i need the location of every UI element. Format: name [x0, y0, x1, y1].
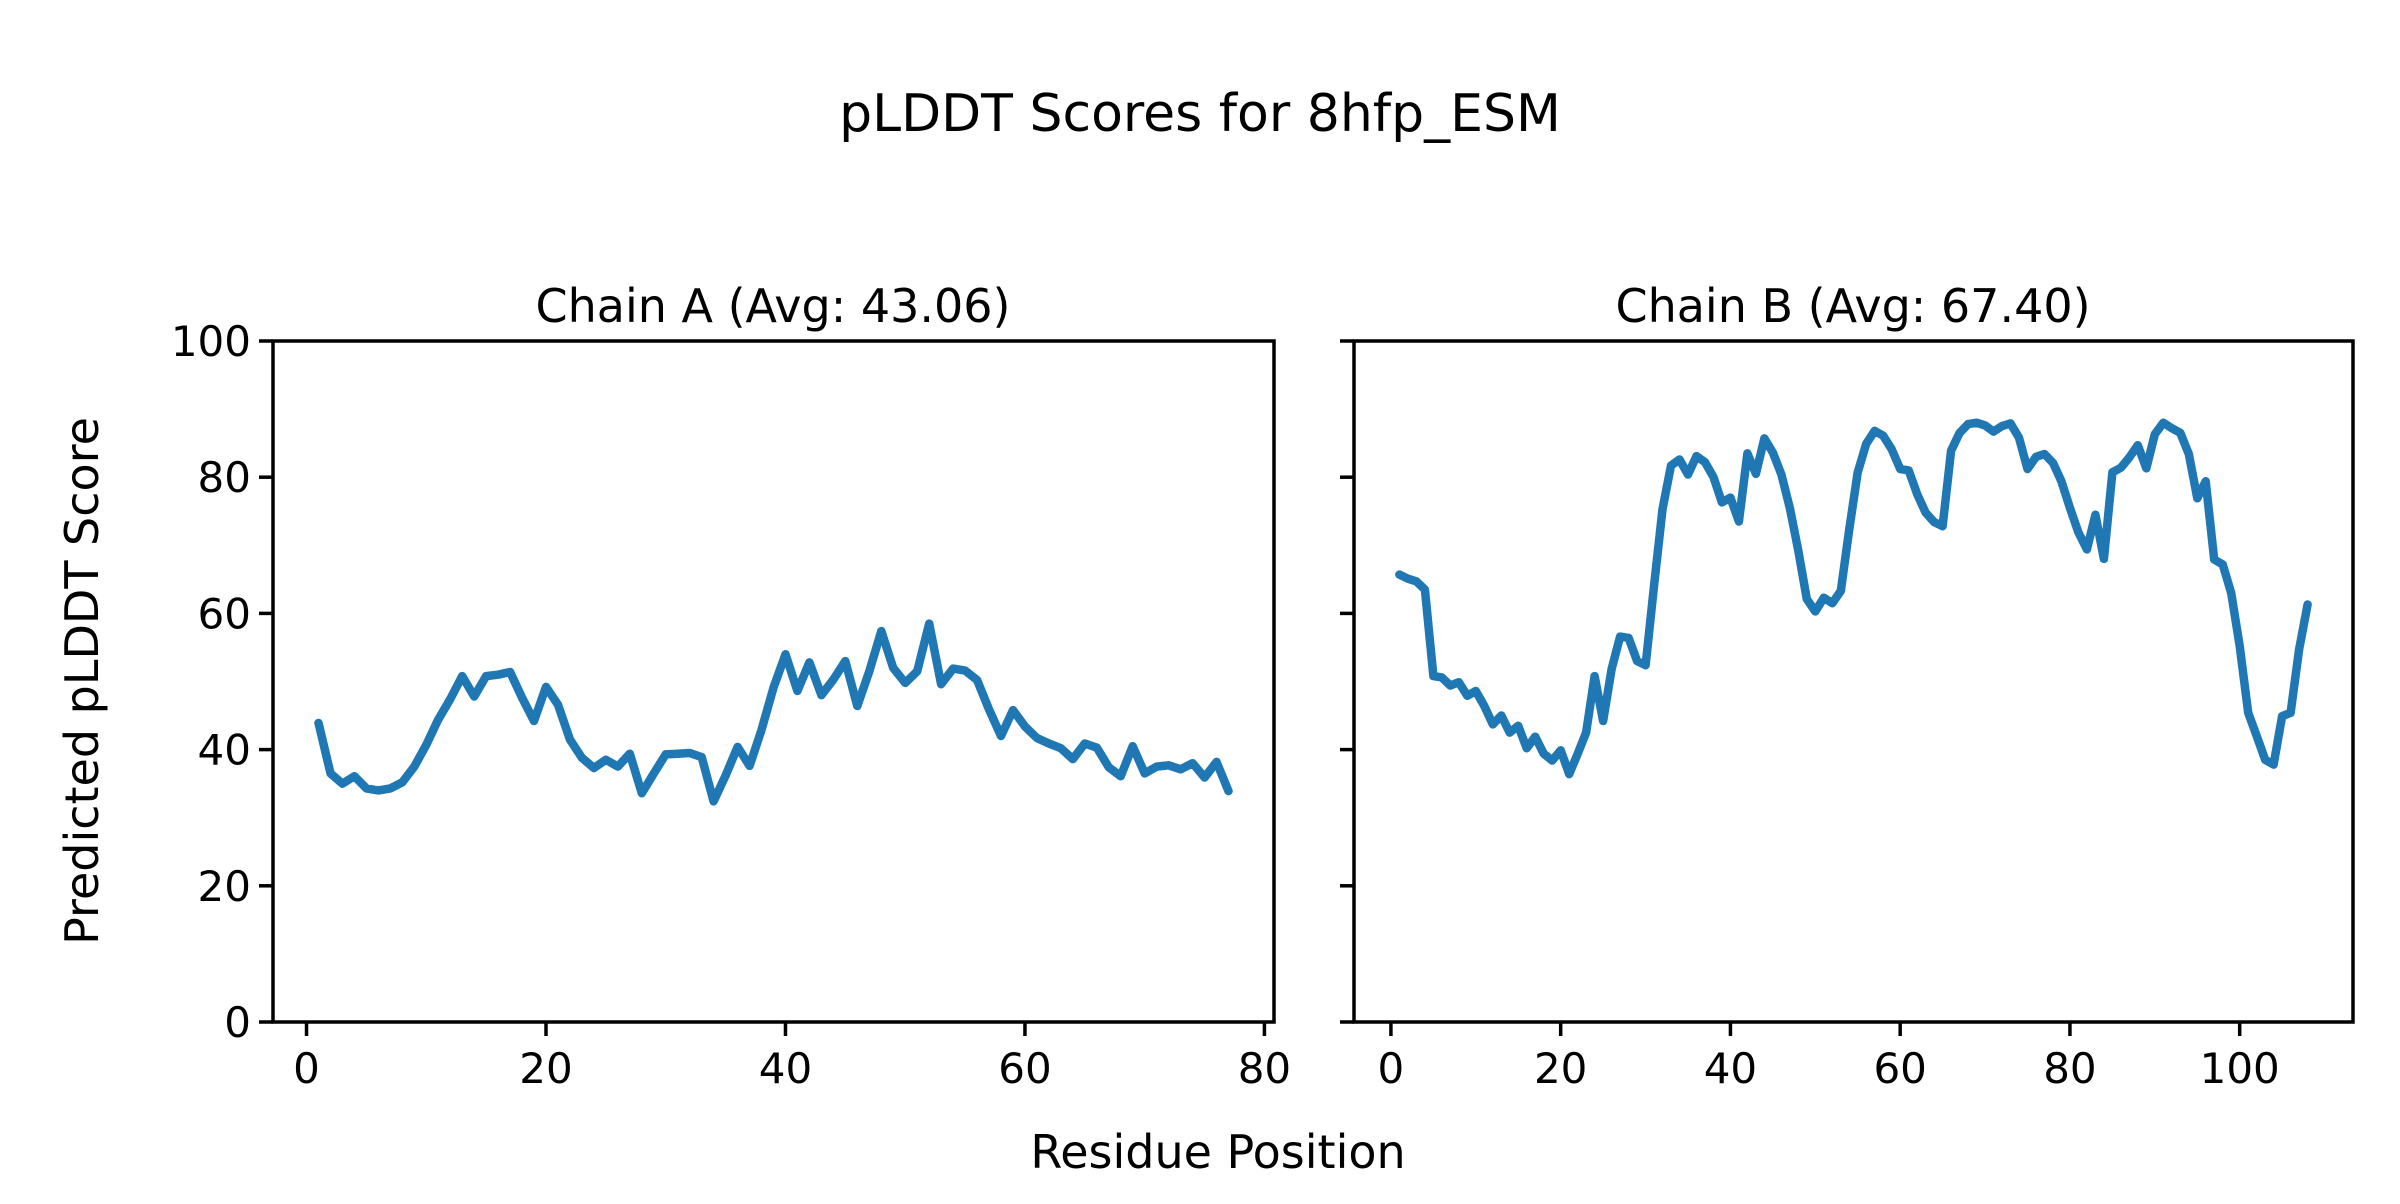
x-tick-label: 80 — [2043, 1044, 2096, 1093]
plot-box-chain-b — [1352, 339, 2355, 1024]
y-tick-label: 100 — [171, 317, 251, 366]
y-tick-label: 80 — [198, 453, 251, 502]
y-tick-label: 0 — [224, 998, 251, 1047]
x-tick-label: 80 — [1238, 1044, 1291, 1093]
plot-line-chain-a — [314, 619, 1233, 806]
axes-chain-a: 0 20 40 60 80 0 20 40 60 80 100 — [171, 317, 1291, 1093]
plot-line-chain-b — [1395, 418, 2312, 779]
x-tick-label: 60 — [1873, 1044, 1926, 1093]
figure-title: pLDDT Scores for 8hfp_ESM — [839, 84, 1561, 144]
y-tick-label: 60 — [198, 589, 251, 638]
x-tick-label: 40 — [759, 1044, 812, 1093]
x-tick-label: 60 — [998, 1044, 1051, 1093]
y-tick-label: 20 — [198, 862, 251, 911]
subplot-title-chain-a: Chain A (Avg: 43.06) — [535, 279, 1010, 333]
x-axis-label: Residue Position — [1030, 1125, 1405, 1179]
x-tick-label: 0 — [1378, 1044, 1405, 1093]
y-axis-label: Predicted pLDDT Score — [55, 417, 109, 945]
x-tick-label: 20 — [519, 1044, 572, 1093]
plot-box-chain-a — [271, 339, 1276, 1024]
axes-chain-b: 0 20 40 60 80 100 — [1340, 339, 2355, 1093]
axes-layer: 0 20 40 60 80 0 20 40 60 80 100 0 20 40 60 80 100 — [171, 317, 2355, 1093]
x-tick-label: 0 — [293, 1044, 320, 1093]
x-tick-label: 40 — [1704, 1044, 1757, 1093]
x-tick-label: 20 — [1534, 1044, 1587, 1093]
subplot-title-chain-b: Chain B (Avg: 67.40) — [1615, 279, 2090, 333]
y-tick-label: 40 — [198, 726, 251, 775]
x-tick-label: 100 — [2200, 1044, 2280, 1093]
